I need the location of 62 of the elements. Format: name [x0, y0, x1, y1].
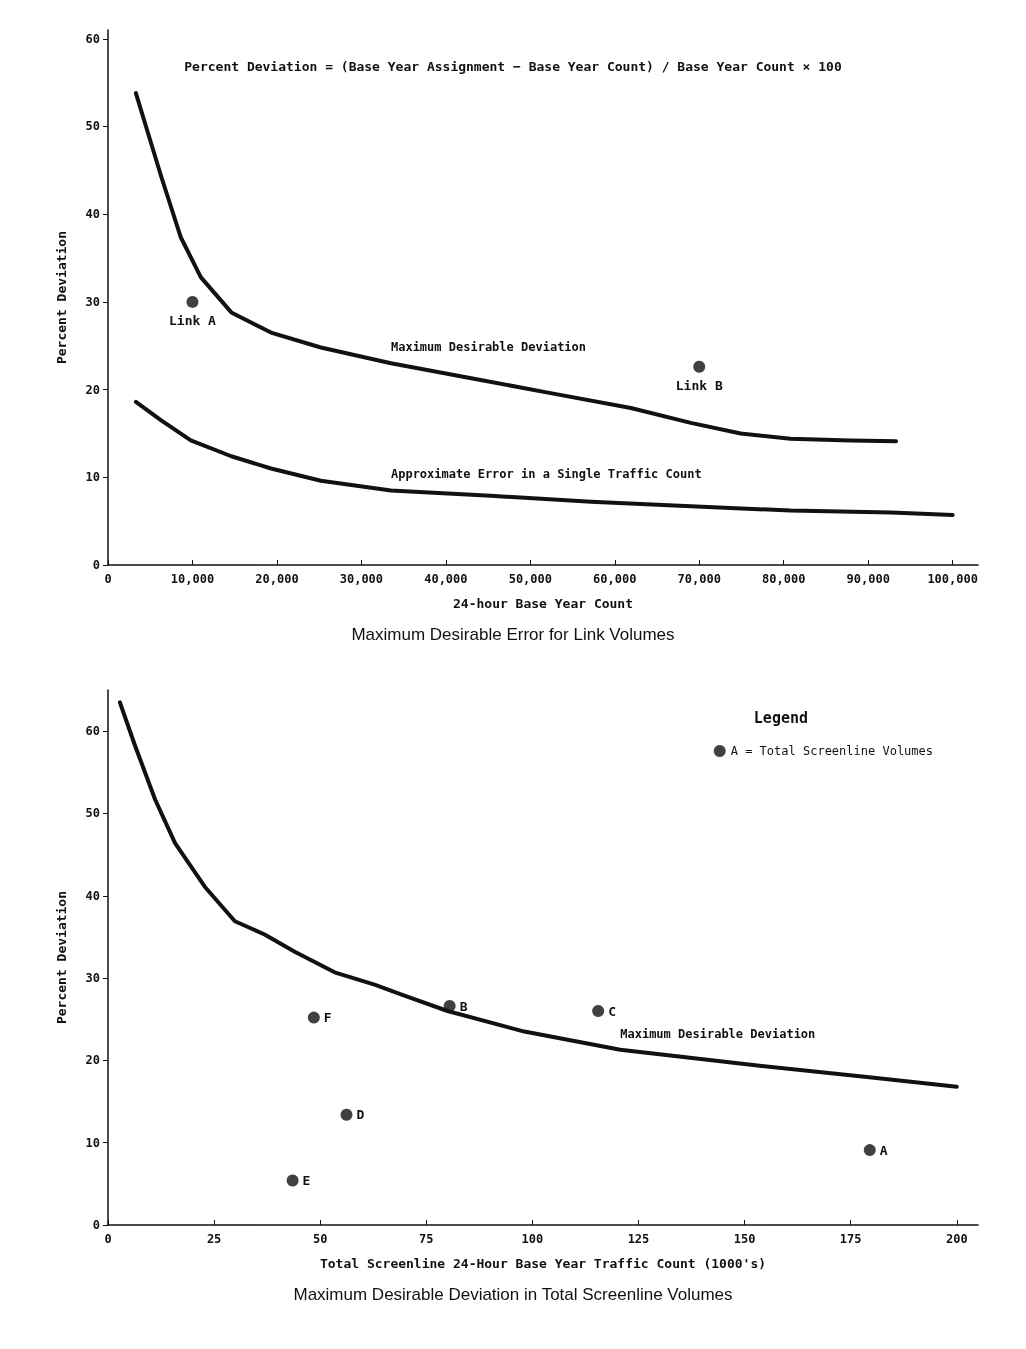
annotation: E: [302, 1173, 311, 1189]
y-tick-label: 0: [92, 558, 100, 572]
point: [286, 1174, 299, 1187]
x-tick-label: 75: [419, 1232, 434, 1246]
x-tick-label: 10,000: [170, 572, 215, 586]
point: [592, 1005, 605, 1017]
y-tick-label: 60: [85, 724, 100, 739]
y-tick-label: 20: [85, 1053, 100, 1068]
x-tick-label: 25: [206, 1232, 222, 1246]
line-series: [133, 91, 899, 444]
x-tick-label: 100,000: [927, 572, 978, 586]
y-tick-label: 30: [85, 294, 100, 309]
x-tick-label: 30,000: [339, 572, 384, 586]
y-tick-label: 10: [85, 1135, 100, 1150]
series-label: Approximate Error in a Single Traffic Count: [390, 467, 702, 482]
y-tick-label: 20: [85, 382, 100, 397]
y-axis-title: Percent Deviation: [54, 230, 69, 365]
y-axis-title: Percent Deviation: [54, 890, 69, 1025]
point: [340, 1108, 353, 1121]
annotation: D: [356, 1107, 365, 1123]
text: Maximum Desirable Deviation in Total Screenline Volumes: [293, 1285, 733, 1304]
legend-title: Legend: [753, 708, 808, 727]
y-tick-label: 60: [85, 31, 100, 46]
x-tick-label: 70,000: [677, 572, 721, 586]
legend-label: A = Total Screenline Volumes: [730, 744, 934, 758]
annotation: A: [879, 1142, 888, 1158]
x-tick-label: 80,000: [762, 572, 806, 586]
x-axis-title: 24-hour Base Year Count: [452, 596, 634, 611]
point: [307, 1011, 320, 1024]
annotation: Percent Deviation = (Base Year Assignment − Base Year Count) / Base Year Count × 100: [184, 59, 842, 74]
point: [863, 1144, 876, 1157]
annotation: Link A: [168, 312, 217, 328]
y-tick-label: 10: [85, 470, 100, 485]
x-tick-label: 60,000: [593, 572, 637, 586]
annotation: F: [323, 1010, 332, 1026]
x-tick-label: 40,000: [424, 572, 468, 586]
x-tick-label: 20,000: [255, 572, 299, 586]
x-tick-label: 50: [312, 1232, 328, 1246]
x-tick-label: 50,000: [508, 572, 553, 586]
annotation: Link B: [675, 377, 723, 393]
line-series: [133, 399, 955, 518]
annotation: C: [608, 1003, 616, 1019]
y-tick-label: 40: [85, 207, 100, 222]
y-tick-label: 30: [85, 971, 100, 986]
series-label: Maximum Desirable Deviation: [390, 340, 587, 355]
y-tick-label: 0: [92, 1218, 100, 1232]
x-tick-label: 90,000: [846, 572, 890, 586]
line-series: [117, 700, 959, 1089]
x-axis-title: Total Screenline 24-Hour Base Year Traffic Count (1000's): [319, 1256, 767, 1271]
text: Maximum Desirable Error for Link Volumes: [351, 625, 675, 644]
x-tick-label: 150: [733, 1232, 756, 1246]
x-tick-label: 0: [104, 572, 112, 586]
y-tick-label: 40: [85, 888, 100, 903]
y-tick-label: 50: [85, 119, 100, 134]
series-label: Maximum Desirable Deviation: [620, 1026, 816, 1041]
annotation: B: [459, 998, 468, 1014]
x-tick-label: 175: [839, 1232, 862, 1246]
x-tick-label: 200: [945, 1232, 968, 1246]
x-tick-label: 100: [521, 1232, 544, 1246]
y-tick-label: 50: [85, 806, 100, 821]
x-tick-label: 0: [104, 1232, 112, 1246]
x-tick-label: 125: [627, 1232, 650, 1246]
